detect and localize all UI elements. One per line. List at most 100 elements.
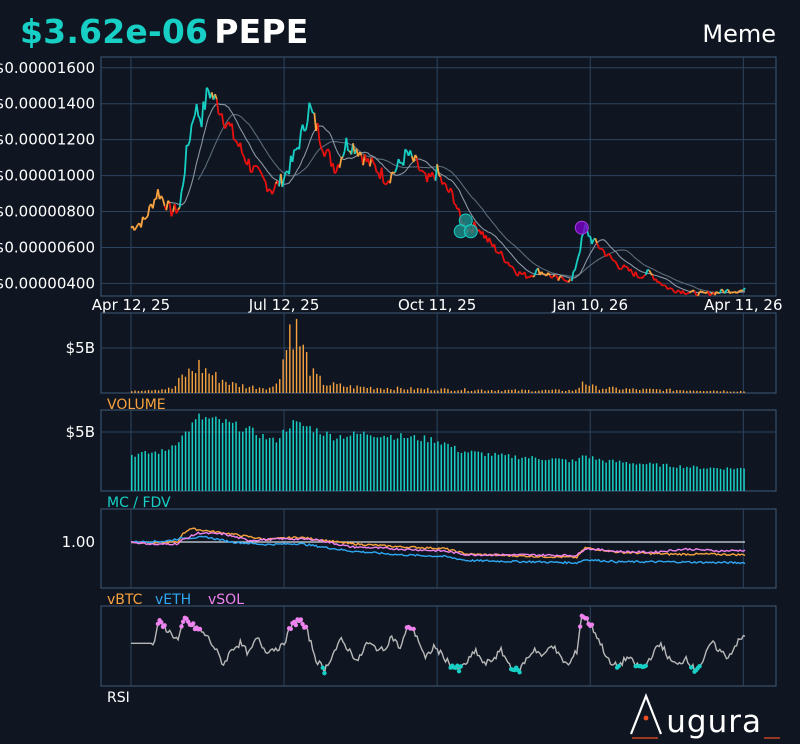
mcfdv-bar xyxy=(608,459,611,491)
mcfdv-bar xyxy=(427,442,429,491)
price-segment xyxy=(731,291,734,294)
price-segment xyxy=(634,271,639,277)
price-segment xyxy=(140,216,144,228)
mcfdv-bar xyxy=(602,460,604,491)
price-segment xyxy=(655,278,659,283)
price-segment xyxy=(393,171,396,174)
mcfdv-bar xyxy=(359,433,362,491)
volume-bar xyxy=(225,381,227,393)
volume-bar xyxy=(427,387,429,393)
token-symbol: PEPE xyxy=(214,12,309,51)
rsi-oversold-dot xyxy=(517,670,522,675)
mcfdv-bar xyxy=(188,431,190,491)
price-segment xyxy=(736,291,739,294)
mcfdv-bar xyxy=(460,452,463,491)
mcfdv-bar xyxy=(258,438,261,491)
price-segment xyxy=(501,255,506,263)
volume-bar xyxy=(433,390,436,393)
volume-bar xyxy=(618,389,621,393)
price-segment xyxy=(192,114,196,121)
volume-bar xyxy=(218,382,220,393)
price-segment xyxy=(308,102,312,108)
price-segment xyxy=(660,283,664,287)
mcfdv-bar xyxy=(713,467,715,491)
volume-bar xyxy=(635,389,638,393)
price-segment xyxy=(530,274,534,278)
price-segment xyxy=(562,278,566,282)
rsi-overbought-dot xyxy=(288,626,294,632)
volume-bar xyxy=(194,373,197,393)
price-segment xyxy=(560,276,565,280)
volume-bar xyxy=(524,389,527,393)
mcfdv-bar xyxy=(356,433,358,491)
price-segment xyxy=(650,272,654,276)
price-segment xyxy=(345,137,349,151)
price-segment xyxy=(239,142,243,154)
mcfdv-bar xyxy=(561,458,564,491)
mcfdv-bar xyxy=(733,469,735,491)
volume-bar xyxy=(275,383,278,393)
mcfdv-bar xyxy=(497,454,500,491)
mcfdv-bar xyxy=(696,466,698,491)
volume-bar xyxy=(258,387,261,393)
price-segment xyxy=(497,251,500,255)
mcfdv-bar xyxy=(521,457,523,491)
volume-bar xyxy=(598,389,601,393)
mcfdv-bar xyxy=(538,459,540,491)
mcfdv-bar xyxy=(215,416,217,491)
price-segment xyxy=(547,272,551,276)
volume-bar xyxy=(612,386,614,393)
mcfdv-bar xyxy=(379,437,382,491)
rsi-overbought-dot xyxy=(293,622,299,628)
price-segment xyxy=(370,157,375,163)
price-segment xyxy=(506,261,511,267)
mcfdv-bar xyxy=(672,467,675,491)
price-segment xyxy=(734,290,738,294)
price-segment xyxy=(143,217,147,221)
price-segment xyxy=(187,140,191,147)
price-segment xyxy=(688,290,692,294)
volume-bar xyxy=(326,385,328,393)
mcfdv-bar xyxy=(551,458,554,491)
price-segment xyxy=(318,140,322,148)
mcfdv-bar xyxy=(413,435,416,491)
volume-bar xyxy=(339,383,341,393)
price-segment xyxy=(667,287,670,291)
price-segment xyxy=(389,172,393,184)
price-segment xyxy=(636,275,640,279)
price-y-tick-label: $0.00001400 xyxy=(0,95,95,113)
mcfdv-bar xyxy=(652,463,654,491)
mcfdv-bar xyxy=(548,459,550,491)
mcfdv-bar xyxy=(588,458,591,491)
price-segment xyxy=(443,181,447,185)
price-segment xyxy=(629,268,634,274)
volume-bar xyxy=(168,387,170,393)
rsi-oversold-dot xyxy=(633,663,638,669)
volume-bar xyxy=(534,391,537,393)
price-segment xyxy=(647,268,650,272)
mcfdv-bar xyxy=(659,466,661,491)
x-tick-label: Apr 12, 25 xyxy=(92,296,170,314)
volume-panel-frame xyxy=(100,312,777,394)
mcfdv-bar xyxy=(410,436,412,491)
price-segment xyxy=(247,158,252,173)
price-segment xyxy=(663,284,667,287)
volume-y-tick-label: $5B xyxy=(66,339,95,357)
price-segment xyxy=(328,151,333,167)
price-segment xyxy=(183,145,188,174)
volume-bar xyxy=(487,390,490,393)
mcfdv-bar xyxy=(541,459,543,491)
volume-bar xyxy=(443,388,446,393)
mcfdv-bar xyxy=(383,435,385,491)
volume-bar xyxy=(208,373,210,393)
volume-bar xyxy=(605,388,607,393)
mcfdv-bar xyxy=(268,437,271,491)
price-panel-frame xyxy=(100,56,777,297)
price-segment xyxy=(264,181,269,193)
price-segment xyxy=(197,115,201,120)
price-segment xyxy=(271,189,275,195)
price-segment xyxy=(512,266,516,271)
price-segment xyxy=(648,269,652,274)
volume-bar xyxy=(645,388,648,393)
volume-bar xyxy=(413,389,416,393)
